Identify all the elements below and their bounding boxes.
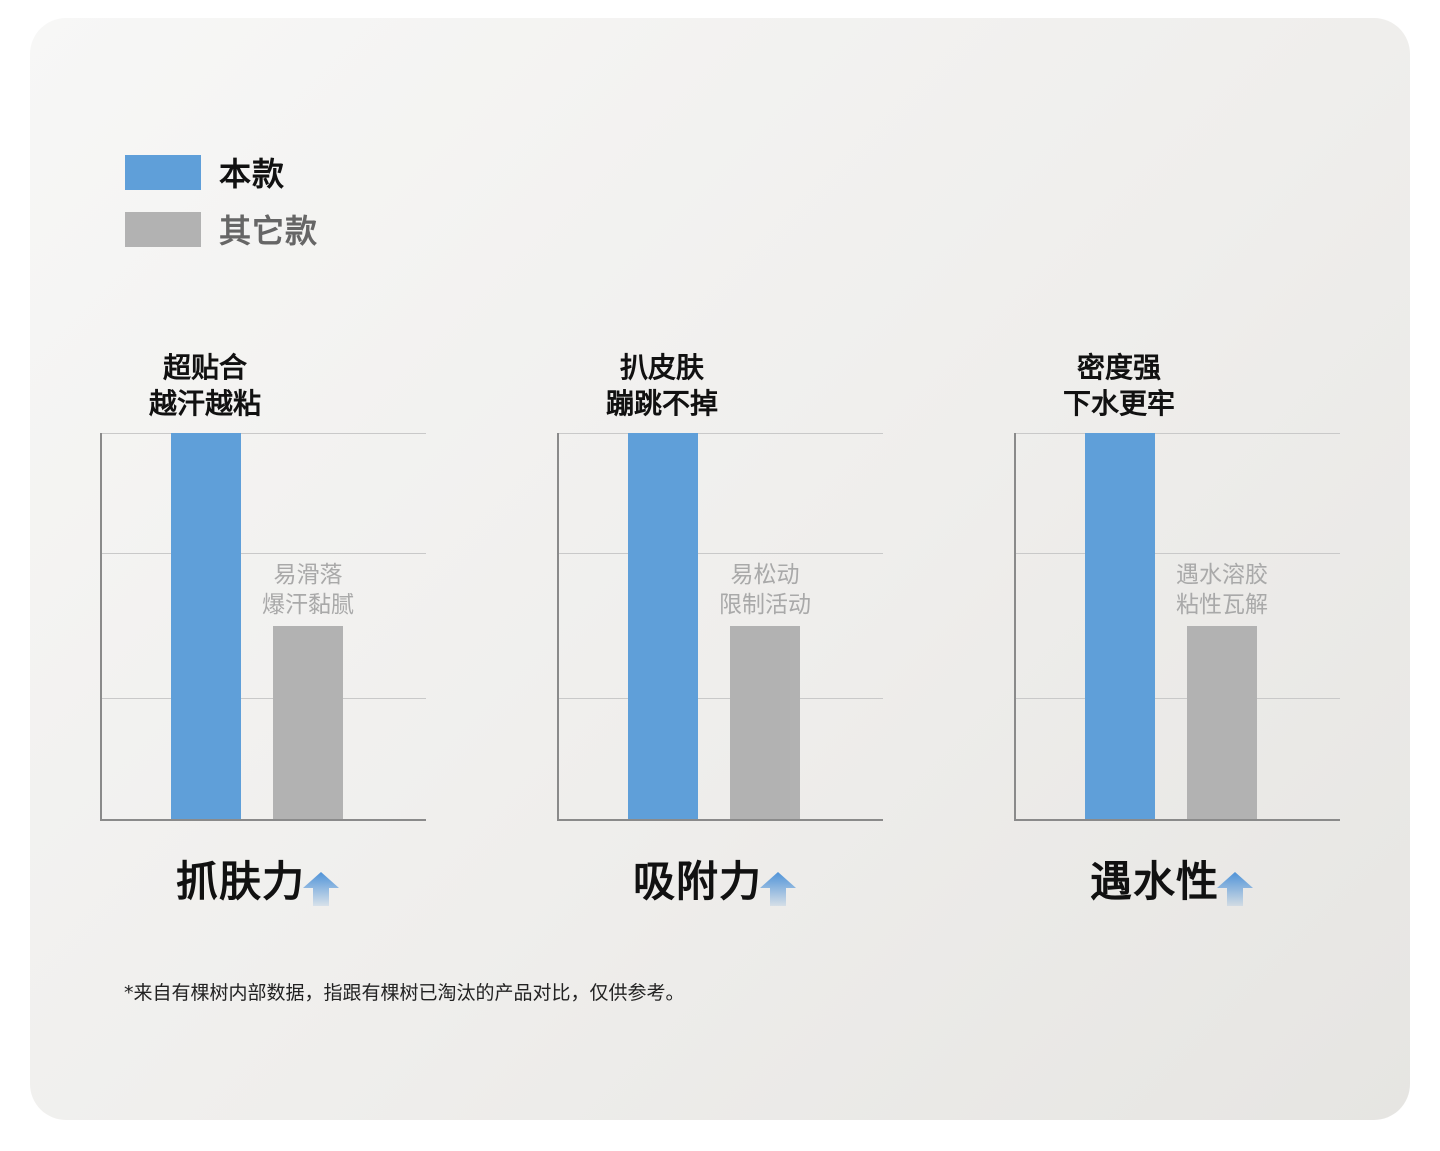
y-axis	[557, 433, 559, 821]
gridline	[557, 698, 883, 699]
chart-title-line-2: 蹦跳不掉	[605, 387, 718, 420]
metric: 吸附力	[557, 848, 887, 908]
annotation-line-1: 易滑落	[273, 562, 343, 588]
bar-other-products	[273, 626, 343, 819]
chart-title: 超贴合 越汗越粘	[100, 350, 310, 422]
gridline	[1014, 433, 1340, 434]
legend-swatch-blue	[125, 154, 201, 190]
bar-other-products	[1187, 626, 1257, 819]
legend-label-this-product: 本款	[219, 155, 286, 193]
chart-panel-3: 密度强 下水更牢 遇水溶胶 粘性瓦解 遇水性	[1014, 340, 1344, 906]
chart-title-line-1: 密度强	[1076, 351, 1161, 384]
bar-this-product	[1085, 433, 1155, 819]
annotation-line-1: 遇水溶胶	[1176, 562, 1268, 588]
legend-label-other-products: 其它款	[219, 212, 319, 250]
chart-title: 密度强 下水更牢	[1014, 350, 1224, 422]
annotation-line-2: 爆汗黏腻	[262, 592, 354, 618]
gridline	[557, 433, 883, 434]
annotation-line-1: 易松动	[730, 562, 800, 588]
legend-swatch-gray	[125, 211, 201, 247]
chart-title: 扒皮肤 蹦跳不掉	[557, 350, 767, 422]
plot-area: 易滑落 爆汗黏腻	[100, 433, 426, 821]
chart-title-line-2: 越汗越粘	[148, 387, 261, 420]
footnote: *来自有棵树内部数据，指跟有棵树已淘汰的产品对比，仅供参考。	[124, 982, 685, 1004]
annotation-line-2: 粘性瓦解	[1176, 592, 1268, 618]
chart-title-line-1: 超贴合	[162, 351, 247, 384]
x-axis	[557, 819, 883, 821]
up-arrow-icon	[1217, 872, 1253, 906]
gridline	[557, 553, 883, 554]
chart-panel-2: 扒皮肤 蹦跳不掉 易松动 限制活动 吸附力	[557, 340, 887, 906]
legend-this-product: 本款	[125, 149, 285, 195]
other-bar-annotation: 易松动 限制活动	[705, 560, 825, 620]
metric-label: 抓肤力	[176, 857, 306, 906]
gridline	[1014, 698, 1340, 699]
comparison-card	[30, 18, 1410, 1120]
plot-area: 易松动 限制活动	[557, 433, 883, 821]
gridline	[100, 698, 426, 699]
x-axis	[1014, 819, 1340, 821]
metric: 遇水性	[1014, 848, 1344, 908]
gridline	[100, 553, 426, 554]
up-arrow-icon	[760, 872, 796, 906]
metric-label: 吸附力	[633, 857, 763, 906]
gridline	[1014, 553, 1340, 554]
y-axis	[100, 433, 102, 821]
other-bar-annotation: 易滑落 爆汗黏腻	[248, 560, 368, 620]
chart-title-line-2: 下水更牢	[1062, 387, 1175, 420]
up-arrow-icon	[303, 872, 339, 906]
annotation-line-2: 限制活动	[719, 592, 811, 618]
metric-label: 遇水性	[1090, 857, 1220, 906]
bar-this-product	[171, 433, 241, 819]
other-bar-annotation: 遇水溶胶 粘性瓦解	[1162, 560, 1282, 620]
y-axis	[1014, 433, 1016, 821]
bar-this-product	[628, 433, 698, 819]
chart-title-line-1: 扒皮肤	[619, 351, 704, 384]
gridline	[100, 433, 426, 434]
bar-other-products	[730, 626, 800, 819]
metric: 抓肤力	[100, 848, 430, 908]
chart-panel-1: 超贴合 越汗越粘 易滑落 爆汗黏腻 抓肤力	[100, 340, 430, 906]
legend-other-products: 其它款	[125, 206, 318, 252]
x-axis	[100, 819, 426, 821]
plot-area: 遇水溶胶 粘性瓦解	[1014, 433, 1340, 821]
